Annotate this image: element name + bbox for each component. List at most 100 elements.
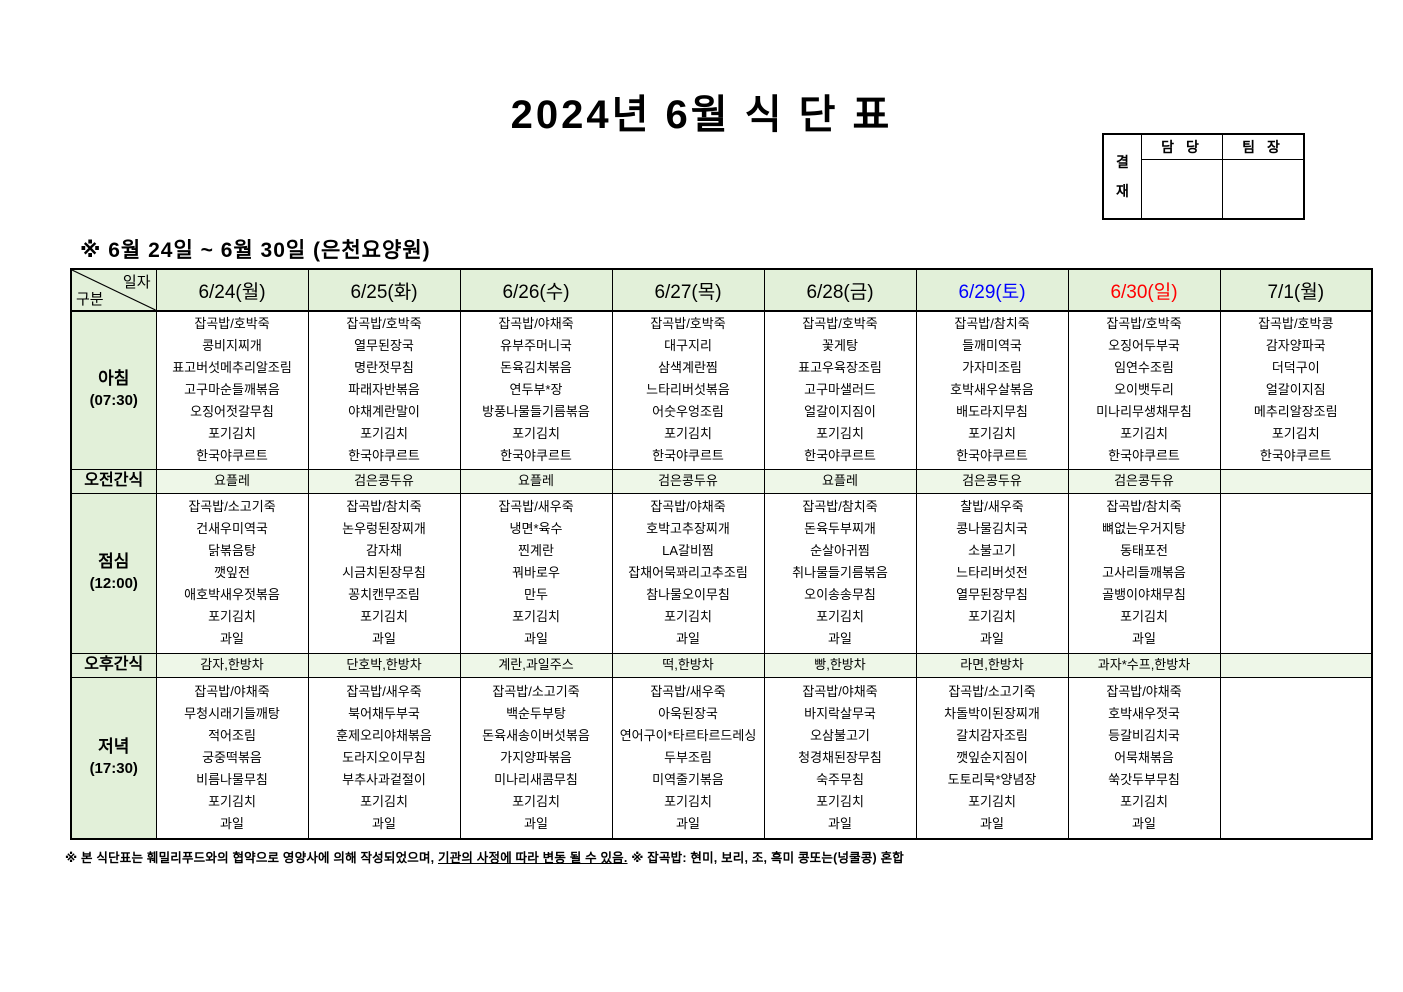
menu-item: 두부조림 — [664, 749, 712, 765]
approval-signature-row — [1142, 160, 1303, 218]
menu-item: 갈치감자조림 — [956, 727, 1028, 743]
menu-item: 숙주무침 — [816, 771, 864, 787]
menu-item: 포기김치 — [1120, 609, 1168, 624]
menu-item: 등갈비김치국 — [1108, 727, 1180, 743]
menu-item: 임연수조림 — [1114, 360, 1174, 376]
menu-item: 콩비지찌개 — [202, 338, 262, 354]
snack-cell: 라면,한방차 — [915, 652, 1069, 678]
menu-item: 오징어두부국 — [1108, 338, 1180, 354]
day-header: 6/30(일) — [1067, 268, 1221, 312]
menu-item: 미역줄기볶음 — [652, 771, 724, 787]
menu-item: 과일 — [676, 631, 700, 646]
menu-item: 잡곡밥/호박죽 — [346, 316, 422, 332]
menu-item: 과일 — [220, 815, 244, 831]
menu-item: 잡곡밥/호박죽 — [1106, 316, 1182, 332]
menu-item: 과일 — [372, 815, 396, 831]
menu-item: 콩나물김치국 — [956, 521, 1028, 536]
approval-col-teamjang: 팀 장 — [1242, 139, 1284, 155]
menu-item: 표고버섯메추리알조림 — [172, 360, 292, 376]
menu-item: 꿔바로우 — [512, 565, 560, 580]
corner-bottom-label: 구분 — [76, 291, 104, 308]
menu-item: 연두부*장 — [509, 382, 563, 398]
menu-item: 미나리새콤무침 — [494, 771, 578, 787]
menu-item: 찐계란 — [518, 543, 554, 558]
menu-item: 잡곡밥/호박죽 — [194, 316, 270, 332]
menu-item: 한국야쿠르트 — [1259, 448, 1332, 464]
menu-item: 한국야쿠르트 — [348, 448, 420, 464]
row-am-snack: 오전간식 요플레 검은콩두유 요플레 검은콩두유 요플레 검은콩두유 검은콩두유 — [70, 468, 1373, 494]
menu-item: 잡곡밥/참치죽 — [802, 499, 878, 514]
menu-item: 닭볶음탕 — [208, 543, 256, 558]
menu-item: 애호박새우젓볶음 — [184, 587, 280, 602]
meal-cell: 잡곡밥/야채죽 유부주머니국 돈육김치볶음 연두부*장 방풍나물들기름볶음 포기김치 한국야… — [459, 310, 613, 470]
meal-cell: 잡곡밥/참치죽 들깨미역국 가자미조림 호박새우살볶음 배도라지무침 포기김치 한국야쿠르트 — [915, 310, 1069, 470]
menu-item: 찰밥/새우죽 — [960, 499, 1024, 514]
meal-cell: 잡곡밥/참치죽 돈육두부찌개 순살아귀찜 취나물들기름볶음 오이송송무침 포기김치 과일 — [763, 492, 917, 654]
menu-item: 열무된장무침 — [956, 587, 1028, 602]
menu-item: 잡곡밥/새우죽 — [498, 499, 574, 514]
menu-item: 포기김치 — [968, 793, 1016, 809]
menu-item: 감자양파국 — [1265, 338, 1326, 354]
menu-item: 포기김치 — [816, 609, 864, 624]
day-header: 6/25(화) — [307, 268, 461, 312]
menu-item: 돈육두부찌개 — [804, 521, 876, 536]
menu-item: 포기김치 — [208, 426, 256, 442]
menu-item: 깻잎전 — [214, 565, 250, 580]
menu-item: 과일 — [524, 815, 548, 831]
menu-item: 쑥갓두부무침 — [1108, 771, 1180, 787]
menu-item: 도토리묵*양념장 — [947, 771, 1037, 787]
meal-cell: 잡곡밥/소고기죽 건새우미역국 닭볶음탕 깻잎전 애호박새우젓볶음 포기김치 과일 — [155, 492, 309, 654]
meal-cell — [1219, 492, 1373, 654]
row-dinner: 저녁 (17:30) 잡곡밥/야채죽 무청시래기들깨탕 적어조림 궁중떡볶음 비름나물무침 포… — [70, 676, 1373, 840]
snack-cell: 요플레 — [155, 468, 309, 494]
footnote-part-3: ※ 잡곡밥: 현미, 보리, 조, 흑미 콩또는(넝쿨콩) 혼합 — [627, 851, 904, 865]
menu-item: 북어채두부국 — [348, 705, 420, 721]
menu-item: 순살아귀찜 — [810, 543, 870, 558]
menu-item: 고사리들깨볶음 — [1102, 565, 1186, 580]
menu-item: 뼈없는우거지탕 — [1102, 521, 1186, 536]
menu-item: 미나리무생채무침 — [1096, 404, 1192, 420]
menu-item: 골뱅이야채무침 — [1102, 587, 1186, 602]
menu-item: 잡곡밥/참치죽 — [346, 499, 422, 514]
menu-item: 메추리알장조림 — [1253, 404, 1338, 420]
menu-item: 한국야쿠르트 — [652, 448, 724, 464]
menu-item: 유부주머니국 — [500, 338, 572, 354]
menu-item: 과일 — [1132, 815, 1156, 831]
menu-item: 잡곡밥/야채죽 — [1106, 683, 1182, 699]
menu-item: 잡곡밥/새우죽 — [346, 683, 422, 699]
menu-item: 꽁치캔무조림 — [348, 587, 420, 602]
approval-columns: 담 당 팀 장 — [1142, 135, 1303, 218]
menu-item: 도라지오이무침 — [342, 749, 426, 765]
menu-item: 잡곡밥/참치죽 — [1106, 499, 1182, 514]
menu-item: 돈육김치볶음 — [500, 360, 572, 376]
menu-item: 얼갈이지짐이 — [804, 404, 876, 420]
menu-item: 배도라지무침 — [956, 404, 1028, 420]
menu-item: 부추사과겉절이 — [342, 771, 426, 787]
menu-item: 포기김치 — [512, 793, 560, 809]
menu-table-body: 아침 (07:30) 잡곡밥/호박죽 콩비지찌개 표고버섯메추리알조림 고구마순들깨볶음 오… — [70, 310, 1373, 840]
menu-item: 잡곡밥/야채죽 — [802, 683, 878, 699]
menu-item: 한국야쿠르트 — [804, 448, 876, 464]
menu-item: 포기김치 — [208, 793, 256, 809]
menu-item: 포기김치 — [1120, 793, 1168, 809]
menu-item: 잡곡밥/호박콩 — [1258, 316, 1334, 332]
corner-cell: 일자 구분 — [70, 268, 157, 312]
menu-item: 한국야쿠르트 — [956, 448, 1028, 464]
menu-item: 비름나물무침 — [196, 771, 268, 787]
meal-cell: 잡곡밥/참치죽 뼈없는우거지탕 동태포전 고사리들깨볶음 골뱅이야채무침 포기김치 과일 — [1067, 492, 1221, 654]
menu-item: 삼색계란찜 — [658, 360, 718, 376]
meal-cell: 잡곡밥/새우죽 냉면*육수 찐계란 꿔바로우 만두 포기김치 과일 — [459, 492, 613, 654]
menu-item: 과일 — [828, 631, 852, 646]
meal-cell: 잡곡밥/호박죽 오징어두부국 임연수조림 오이뱃두리 미나리무생채무침 포기김치 한국야쿠르… — [1067, 310, 1221, 470]
menu-item: 잡곡밥/소고기죽 — [188, 499, 276, 514]
menu-item: 과일 — [524, 631, 548, 646]
menu-item: 과일 — [980, 631, 1004, 646]
menu-item: 감자채 — [366, 543, 402, 558]
menu-item: 과일 — [828, 815, 852, 831]
menu-item: 오이뱃두리 — [1114, 382, 1174, 398]
approval-stamp-char-1: 결 — [1116, 154, 1129, 170]
menu-item: 과일 — [1132, 631, 1156, 646]
snack-cell: 검은콩두유 — [307, 468, 461, 494]
day-header: 7/1(월) — [1219, 268, 1373, 312]
